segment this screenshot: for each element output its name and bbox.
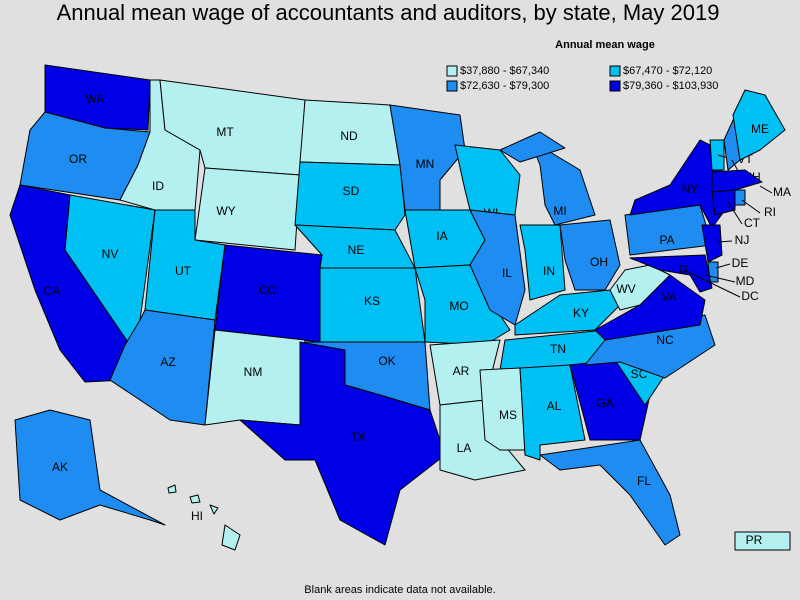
state-label: VA [661,290,676,304]
legend-swatch [446,80,458,92]
state-label: AL [547,399,562,413]
state-label: OH [590,255,608,269]
leader-line [759,185,773,194]
state-label: DE [732,256,749,270]
state-shape [539,439,681,546]
state-label: SD [343,184,360,198]
legend-swatch [446,65,458,77]
state-shape [711,189,736,216]
state-shape [479,367,526,451]
state-shape [389,104,466,211]
state-label: NC [656,333,674,347]
state-label: CA [44,284,61,298]
state-label: AZ [160,355,175,369]
state-label: FL [637,474,651,488]
leader-line [727,201,743,225]
state-label: UT [175,264,192,278]
state-label: MI [553,204,566,218]
state-shape [221,524,241,551]
state-label: ME [751,122,769,136]
state-shape [189,494,201,504]
state-shape [609,264,671,311]
legend-swatch [609,80,621,92]
leader-line [717,240,733,243]
state-shape [519,224,566,301]
state-label: MS [499,408,517,422]
state-label: AR [453,364,470,378]
state-shape [701,224,723,263]
state-label: ND [340,129,358,143]
state-label: MD [736,274,755,288]
state-label: RI [764,205,776,219]
state-shape [709,139,725,171]
legend-title: Annual mean wage [555,39,655,51]
state-label: OR [69,152,87,166]
state-label: WA [86,92,105,106]
state-label: WY [216,204,235,218]
state-label: TN [550,342,566,356]
state-shape [167,484,177,494]
state-label: NJ [735,233,750,247]
leader-line [704,274,736,283]
state-shape [294,161,406,231]
state-shape [209,504,219,515]
state-label: IN [543,264,555,278]
state-label: TX [350,430,365,444]
state-label: MN [416,157,435,171]
state-shape [499,131,566,163]
state-shape [109,309,216,426]
state-label: KY [573,306,589,320]
map-title: Annual mean wage of accountants and audi… [57,0,720,25]
state-shape [711,169,763,193]
states: WA OR CA NV ID MT WY UT AZ CO NM ND SD NE KS OK TX MN IA MO… [9,64,791,551]
state-shape [732,89,786,161]
state-shape [14,409,166,526]
state-label: KS [364,294,380,308]
leader-line [741,199,761,214]
state-shape [679,265,687,273]
state-label: AK [52,460,68,474]
state-label: DC [741,289,759,303]
footnote: Blank areas indicate data not available. [304,584,495,596]
state-label: MT [216,125,234,139]
state-label: PA [659,233,674,247]
state-label: CO [259,283,277,297]
legend-label: $67,470 - $72,120 [623,65,712,77]
state-label: GA [596,396,613,410]
legend-label: $79,360 - $103,930 [623,80,718,92]
legend: $37,880 - $67,340 $67,470 - $72,120 $72,63… [446,65,718,92]
state-label: NM [244,365,263,379]
state-label: CT [744,216,761,230]
state-label: LA [457,441,472,455]
state-shape [734,531,791,551]
state-label: IA [436,229,447,243]
legend-label: $37,880 - $67,340 [460,65,549,77]
state-label: NY [682,182,699,196]
state-label: WV [616,282,635,296]
legend-swatch [609,65,621,77]
state-label: HI [191,509,203,523]
state-label: IL [502,266,512,280]
state-shape [629,254,713,293]
state-shape [584,314,716,379]
state-shape [469,209,526,326]
state-shape [239,341,446,546]
state-label: NV [102,247,119,261]
state-label: PR [746,533,763,547]
state-label: MO [449,299,468,313]
state-label: ID [152,179,164,193]
state-label: OK [378,354,395,368]
leader-line [715,263,731,269]
state-shape [734,189,746,206]
state-label: NE [348,243,365,257]
state-shape [194,167,301,251]
state-label: MA [773,185,791,199]
leader-line [683,269,741,298]
legend-label: $72,630 - $79,300 [460,80,549,92]
